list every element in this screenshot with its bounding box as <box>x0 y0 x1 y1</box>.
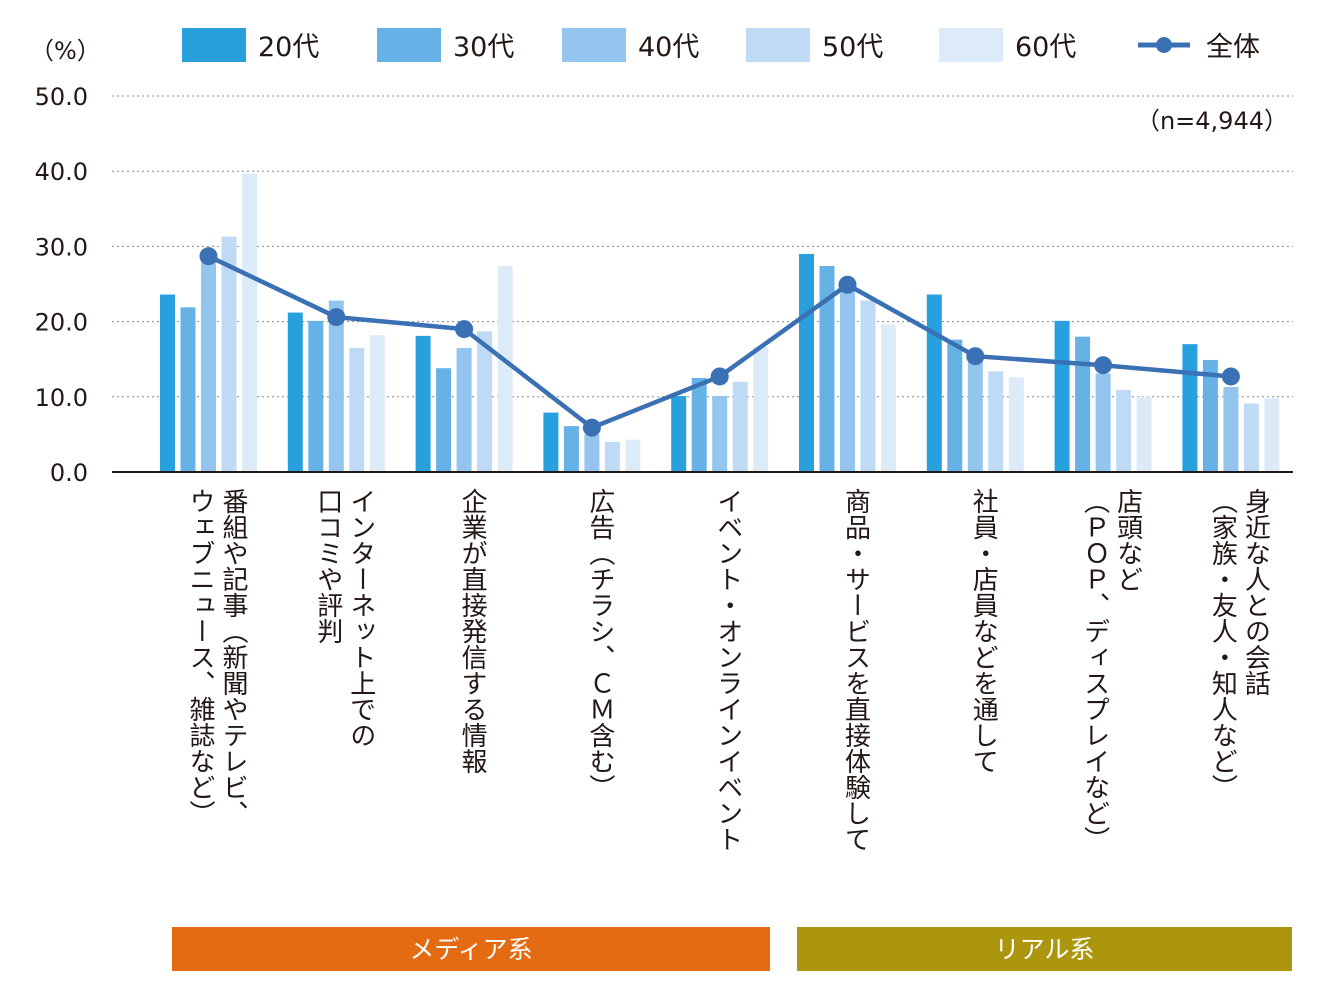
overall-line-point <box>455 320 474 339</box>
group-band-label: メディア系 <box>409 935 532 964</box>
group-band <box>172 927 770 971</box>
bar <box>691 378 707 472</box>
bar <box>369 335 385 472</box>
category-label: イベント・オンラインイベント <box>713 488 743 852</box>
overall-line-point <box>710 367 729 386</box>
legend-swatch <box>377 28 441 62</box>
category-label: インターネット上での <box>346 488 376 748</box>
group-band-label: リアル系 <box>995 935 1095 964</box>
bar <box>436 368 452 472</box>
y-tick-label: 50.0 <box>35 83 88 111</box>
y-tick-label: 40.0 <box>35 158 88 186</box>
bar <box>1095 373 1111 472</box>
bar <box>242 173 257 472</box>
bar <box>1075 336 1091 472</box>
bar <box>625 439 641 472</box>
legend-swatch <box>182 28 246 62</box>
legend-swatch <box>562 28 626 62</box>
bar <box>221 236 237 472</box>
bar <box>180 307 196 472</box>
bar <box>1116 390 1132 472</box>
bar <box>349 347 365 472</box>
y-tick-label: 30.0 <box>35 233 88 261</box>
legend-line-marker <box>1156 37 1172 53</box>
overall-line <box>199 247 1240 437</box>
bar <box>1223 387 1239 472</box>
bar <box>926 294 942 472</box>
y-tick-label: 0.0 <box>50 459 88 487</box>
bar <box>1243 403 1259 472</box>
category-label: （家族・友人・知人など） <box>1207 488 1237 800</box>
bar <box>543 412 559 472</box>
legend-swatch <box>939 28 1003 62</box>
category-group-bands: メディア系 リアル系 <box>172 927 1292 971</box>
bar <box>1202 359 1218 472</box>
category-label: ウェブニュース、雑誌など） <box>185 488 215 826</box>
bar <box>604 441 620 472</box>
bar <box>328 300 344 472</box>
bar <box>1182 344 1198 472</box>
bar <box>1054 320 1070 472</box>
category-label: 商品・サービスを直接体験して <box>841 488 871 852</box>
category-label: 身近な人との会話 <box>1240 488 1270 696</box>
legend-label: 30代 <box>453 32 514 63</box>
x-axis-category-labels: 番組や記事（新聞やテレビ、ウェブニュース、雑誌など） インターネット上での口コミや… <box>185 488 1270 852</box>
category-label: 社員・店員などを通して <box>968 488 998 774</box>
bar <box>584 434 600 472</box>
bar <box>477 331 493 472</box>
overall-line-point <box>838 275 857 294</box>
bar <box>988 371 1004 472</box>
overall-line-point <box>327 308 346 327</box>
group-band <box>797 927 1292 971</box>
bar <box>1136 396 1152 472</box>
category-label: （ＰＯＰ、ディスプレイなど） <box>1080 488 1110 852</box>
bar <box>201 259 216 472</box>
legend: 20代 30代 40代 50代 60代 全体 <box>182 28 1260 63</box>
overall-line-point <box>582 418 601 437</box>
bar <box>308 320 324 472</box>
bar <box>799 253 814 472</box>
bar <box>753 347 769 472</box>
bar <box>1008 377 1024 472</box>
bar <box>1264 398 1280 472</box>
legend-swatch <box>746 28 810 62</box>
category-label: 番組や記事（新聞やテレビ、 <box>218 488 248 826</box>
legend-label: 50代 <box>822 32 883 63</box>
overall-line-point <box>1221 367 1240 386</box>
y-tick-label: 20.0 <box>35 309 88 337</box>
bar <box>712 396 728 472</box>
bars <box>160 173 1280 472</box>
bar <box>415 335 431 472</box>
overall-line-point <box>1094 356 1113 375</box>
legend-label: 40代 <box>638 32 699 63</box>
bar <box>160 294 175 472</box>
category-label: 店頭など <box>1113 488 1143 592</box>
sample-size-note: （n=4,944） <box>1136 107 1288 135</box>
overall-line-point <box>199 247 218 266</box>
bar <box>840 291 855 472</box>
y-axis-unit-label: （%） <box>30 37 101 65</box>
overall-line-point <box>966 347 985 366</box>
bar <box>497 265 513 472</box>
legend-label: 60代 <box>1015 32 1076 63</box>
y-tick-label: 10.0 <box>35 384 88 412</box>
bar <box>732 381 748 472</box>
category-label: 口コミや評判 <box>313 488 343 644</box>
category-label: 企業が直接発信する情報 <box>457 488 487 774</box>
bar <box>563 426 579 472</box>
category-label: 広告（チラシ、ＣＭ含む） <box>585 488 615 800</box>
bar <box>860 300 876 472</box>
y-axis: 0.0 10.0 20.0 30.0 40.0 50.0 <box>35 83 88 487</box>
bar <box>456 347 472 472</box>
bar <box>287 312 303 472</box>
bar <box>967 357 983 472</box>
bar <box>819 265 835 472</box>
legend-label: 20代 <box>258 32 319 63</box>
legend-label: 全体 <box>1206 32 1260 63</box>
bar <box>881 324 896 472</box>
bar <box>671 396 687 472</box>
bar <box>947 339 963 472</box>
